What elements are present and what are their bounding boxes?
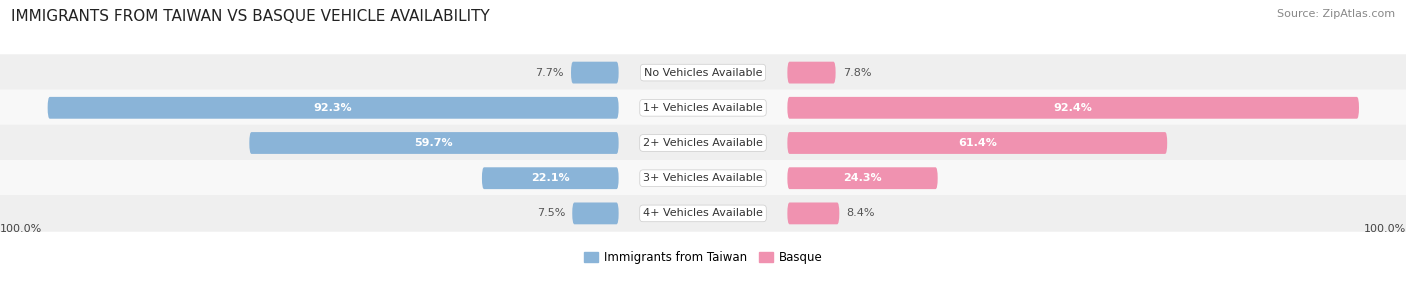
FancyBboxPatch shape <box>571 62 619 84</box>
Text: 22.1%: 22.1% <box>531 173 569 183</box>
FancyBboxPatch shape <box>787 62 835 84</box>
Text: 61.4%: 61.4% <box>957 138 997 148</box>
FancyBboxPatch shape <box>0 54 1406 91</box>
FancyBboxPatch shape <box>249 132 619 154</box>
Text: 1+ Vehicles Available: 1+ Vehicles Available <box>643 103 763 113</box>
Text: 59.7%: 59.7% <box>415 138 453 148</box>
Text: 100.0%: 100.0% <box>0 224 42 234</box>
FancyBboxPatch shape <box>48 97 619 119</box>
Text: No Vehicles Available: No Vehicles Available <box>644 67 762 78</box>
Text: 7.5%: 7.5% <box>537 208 565 219</box>
FancyBboxPatch shape <box>787 202 839 224</box>
Text: 7.7%: 7.7% <box>536 67 564 78</box>
FancyBboxPatch shape <box>787 97 1360 119</box>
Text: IMMIGRANTS FROM TAIWAN VS BASQUE VEHICLE AVAILABILITY: IMMIGRANTS FROM TAIWAN VS BASQUE VEHICLE… <box>11 9 491 23</box>
Text: 7.8%: 7.8% <box>842 67 872 78</box>
Text: 8.4%: 8.4% <box>846 208 875 219</box>
FancyBboxPatch shape <box>0 160 1406 196</box>
Text: Source: ZipAtlas.com: Source: ZipAtlas.com <box>1277 9 1395 19</box>
Text: 100.0%: 100.0% <box>1364 224 1406 234</box>
FancyBboxPatch shape <box>482 167 619 189</box>
Text: 2+ Vehicles Available: 2+ Vehicles Available <box>643 138 763 148</box>
Text: 24.3%: 24.3% <box>844 173 882 183</box>
Text: 92.4%: 92.4% <box>1053 103 1092 113</box>
Text: 4+ Vehicles Available: 4+ Vehicles Available <box>643 208 763 219</box>
FancyBboxPatch shape <box>0 90 1406 126</box>
Text: 3+ Vehicles Available: 3+ Vehicles Available <box>643 173 763 183</box>
FancyBboxPatch shape <box>0 195 1406 232</box>
FancyBboxPatch shape <box>787 167 938 189</box>
FancyBboxPatch shape <box>572 202 619 224</box>
FancyBboxPatch shape <box>787 132 1167 154</box>
FancyBboxPatch shape <box>0 125 1406 161</box>
Legend: Immigrants from Taiwan, Basque: Immigrants from Taiwan, Basque <box>579 247 827 269</box>
Text: 92.3%: 92.3% <box>314 103 353 113</box>
